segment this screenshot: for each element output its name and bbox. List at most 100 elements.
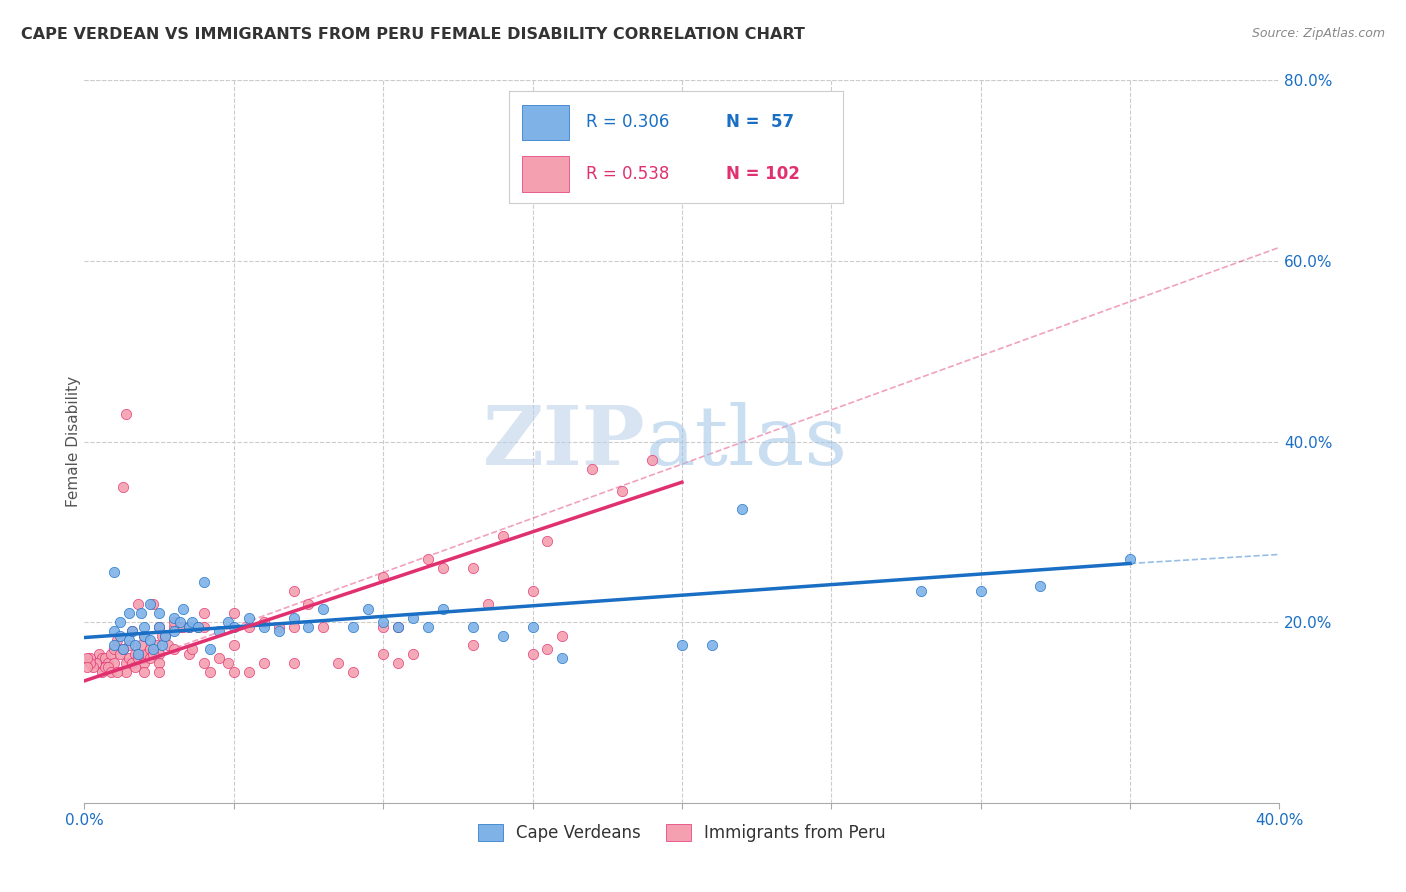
Point <box>581 461 603 475</box>
Point <box>357 601 380 615</box>
Point <box>163 610 186 624</box>
Text: CAPE VERDEAN VS IMMIGRANTS FROM PERU FEMALE DISABILITY CORRELATION CHART: CAPE VERDEAN VS IMMIGRANTS FROM PERU FEM… <box>21 27 806 42</box>
Point <box>373 647 395 661</box>
Point <box>132 651 156 665</box>
Point <box>312 601 335 615</box>
Point <box>402 610 425 624</box>
Point <box>198 665 221 679</box>
Point <box>129 638 152 652</box>
Point <box>148 647 170 661</box>
Point <box>163 615 186 630</box>
Point <box>461 561 484 575</box>
Point <box>124 647 146 661</box>
Point <box>536 642 558 657</box>
Point <box>169 620 191 634</box>
Point <box>153 629 176 643</box>
Point <box>217 656 239 670</box>
Point <box>581 163 603 178</box>
Point <box>115 665 138 679</box>
Point <box>208 651 231 665</box>
Point <box>105 633 128 648</box>
Point <box>641 452 664 467</box>
Point <box>297 597 319 611</box>
Point <box>148 606 170 620</box>
Point <box>551 629 574 643</box>
Point <box>91 665 114 679</box>
Point <box>522 583 544 598</box>
Point <box>139 633 162 648</box>
Point <box>76 651 98 665</box>
Point <box>1119 552 1142 566</box>
Point <box>222 620 245 634</box>
Point <box>89 647 111 661</box>
Point <box>297 620 319 634</box>
Point <box>136 647 159 661</box>
Point <box>238 610 260 624</box>
Point <box>416 620 439 634</box>
Point <box>238 620 260 634</box>
Point <box>127 647 149 661</box>
Point <box>163 624 186 639</box>
Point <box>118 606 141 620</box>
Point <box>142 642 165 657</box>
Point <box>177 620 200 634</box>
Point <box>142 647 165 661</box>
Point <box>100 647 122 661</box>
Point <box>145 638 167 652</box>
Point <box>103 566 125 580</box>
Point <box>267 620 290 634</box>
Point <box>222 606 245 620</box>
Point <box>97 660 120 674</box>
Point <box>492 529 515 543</box>
Point <box>193 606 215 620</box>
Point <box>522 620 544 634</box>
Point <box>139 651 162 665</box>
Point <box>1029 579 1052 593</box>
Point <box>127 651 149 665</box>
Point <box>97 656 120 670</box>
Point <box>238 665 260 679</box>
Point <box>373 615 395 630</box>
Point <box>129 606 152 620</box>
Point <box>103 642 125 657</box>
Point <box>253 615 276 630</box>
Point <box>208 624 231 639</box>
Point <box>342 665 364 679</box>
Point <box>148 656 170 670</box>
Point <box>283 610 305 624</box>
Point <box>121 656 143 670</box>
Point <box>127 597 149 611</box>
Point <box>492 629 515 643</box>
Point <box>139 642 162 657</box>
Point <box>91 651 114 665</box>
Point <box>169 615 191 630</box>
Point <box>373 570 395 584</box>
Point <box>187 620 209 634</box>
Point <box>536 533 558 548</box>
Point <box>115 656 138 670</box>
Point <box>79 656 101 670</box>
Point <box>387 656 409 670</box>
Point <box>148 620 170 634</box>
Point <box>700 638 723 652</box>
Point <box>82 660 104 674</box>
Point <box>148 620 170 634</box>
Point <box>267 624 290 639</box>
Point <box>121 624 143 639</box>
Point <box>103 624 125 639</box>
Point <box>910 583 932 598</box>
Point <box>112 480 135 494</box>
Point <box>177 620 200 634</box>
Point <box>142 597 165 611</box>
Point <box>187 620 209 634</box>
Point <box>283 656 305 670</box>
Point <box>198 642 221 657</box>
Point <box>193 574 215 589</box>
Point <box>115 408 138 422</box>
Point <box>177 647 200 661</box>
Point <box>461 620 484 634</box>
Point <box>193 656 215 670</box>
Point <box>172 601 194 615</box>
Point <box>342 620 364 634</box>
Point <box>132 629 156 643</box>
